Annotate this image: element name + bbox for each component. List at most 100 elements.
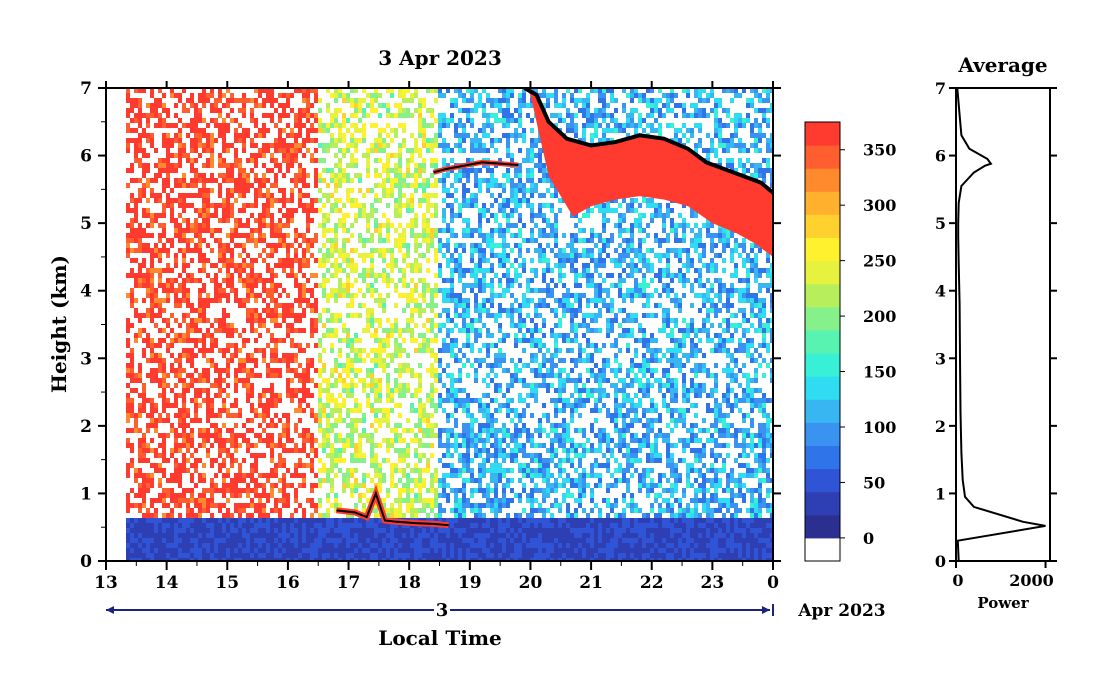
heatmap-cell [450,548,454,553]
heatmap-cell [418,438,422,443]
heatmap-cell [470,228,474,233]
heatmap-cell [158,558,162,561]
heatmap-cell [274,498,278,503]
heatmap-cell [194,553,198,558]
heatmap-cell [422,343,426,348]
heatmap-cell [142,498,146,503]
heatmap-cell [438,558,442,561]
heatmap-cell [278,558,282,561]
heatmap-cell [406,383,410,388]
heatmap-cell [278,303,282,308]
heatmap-cell [442,218,446,223]
heatmap-cell [450,218,454,223]
heatmap-cell [454,438,458,443]
heatmap-cell [418,478,422,483]
heatmap-cell [398,188,402,193]
heatmap-cell [398,528,402,533]
heatmap-cell [326,143,330,148]
heatmap-cell [290,448,294,453]
heatmap-cell [238,333,242,338]
heatmap-cell [230,428,234,433]
heatmap-cell [382,298,386,303]
heatmap-cell [454,513,458,518]
heatmap-cell [334,263,338,268]
heatmap-cell [446,493,450,498]
heatmap-cell [214,203,218,208]
heatmap-cell [138,138,142,143]
heatmap-cell [458,298,462,303]
heatmap-cell [246,488,250,493]
heatmap-cell [462,313,466,318]
heatmap-cell [266,498,270,503]
heatmap-cell [294,538,298,543]
heatmap-cell [366,213,370,218]
heatmap-cell [322,548,326,553]
heatmap-cell [158,233,162,238]
heatmap-cell [434,528,438,533]
heatmap-cell [242,533,246,538]
heatmap-cell [358,433,362,438]
heatmap-cell [218,173,222,178]
heatmap-cell [230,523,234,528]
heatmap-cell [390,278,394,283]
heatmap-cell [450,393,454,398]
heatmap-cell [478,143,482,148]
heatmap-cell [162,93,166,98]
heatmap-cell [134,413,138,418]
heatmap-cell [234,378,238,383]
heatmap-cell [366,383,370,388]
heatmap-cell [166,518,170,523]
heatmap-cell [342,548,346,553]
heatmap-cell [222,473,226,478]
heatmap-cell [358,528,362,533]
heatmap-cell [290,163,294,168]
heatmap-cell [166,293,170,298]
heatmap-cell [394,428,398,433]
heatmap-cell [138,543,142,548]
heatmap-cell [470,118,474,123]
heatmap-cell [362,453,366,458]
heatmap-cell [294,173,298,178]
heatmap-cell [418,128,422,133]
heatmap-cell [342,293,346,298]
heatmap-cell [290,388,294,393]
heatmap-cell [286,323,290,328]
heatmap-cell [146,178,150,183]
heatmap-cell [386,88,390,93]
heatmap-cell [162,283,166,288]
heatmap-cell [322,558,326,561]
heatmap-cell [262,123,266,128]
heatmap-cell [330,318,334,323]
heatmap-cell [226,298,230,303]
heatmap-cell [390,508,394,513]
heatmap-cell [262,223,266,228]
heatmap-cell [226,208,230,213]
heatmap-cell [418,333,422,338]
heatmap-cell [222,503,226,508]
heatmap-cell [234,368,238,373]
heatmap-cell [442,428,446,433]
heatmap-cell [194,338,198,343]
heatmap-cell [178,98,182,103]
heatmap-cell [222,118,226,123]
heatmap-cell [178,153,182,158]
heatmap-cell [422,133,426,138]
heatmap-cell [282,503,286,508]
heatmap-cell [374,473,378,478]
heatmap-cell [326,468,330,473]
heatmap-cell [278,188,282,193]
heatmap-cell [246,133,250,138]
heatmap-cell [302,203,306,208]
heatmap-cell [330,423,334,428]
heatmap-cell [178,148,182,153]
heatmap-cell [346,483,350,488]
heatmap-cell [430,453,434,458]
heatmap-cell [430,113,434,118]
heatmap-cell [154,403,158,408]
heatmap-cell [238,298,242,303]
heatmap-cell [294,208,298,213]
heatmap-cell [434,518,438,523]
heatmap-cell [138,158,142,163]
heatmap-cell [286,133,290,138]
heatmap-cell [458,373,462,378]
